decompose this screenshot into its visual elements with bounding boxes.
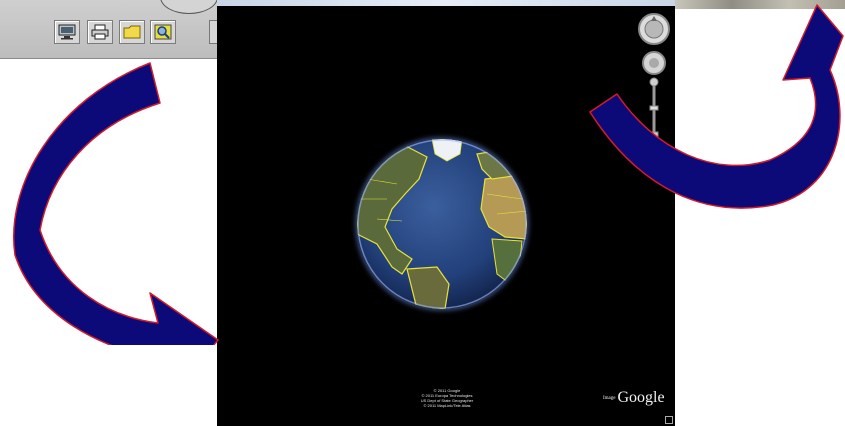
copyright-line: US Dept of State Geographer [420,398,474,403]
google-logo-prefix: Image [603,395,616,401]
copyright-line: © 2011 MapLink/Tele Atlas [423,403,471,408]
zoom-handle [649,105,659,111]
open-folder-button[interactable] [119,20,145,44]
right-curved-arrow [589,4,844,209]
search-button[interactable] [150,20,176,44]
monitor-button[interactable] [54,20,80,44]
resize-corner[interactable] [665,416,673,424]
zoom-ring [160,0,218,14]
north-arrow-icon [651,16,657,21]
move-joystick[interactable] [641,50,667,76]
printer-icon [91,24,109,40]
print-button[interactable] [87,20,113,44]
magnify-icon [154,24,172,40]
earth-globe[interactable] [357,139,527,309]
folder-icon [123,25,141,39]
app-toolbar [0,0,222,59]
google-logo: Image Google [603,389,665,407]
left-curved-arrow [13,62,219,345]
earth-view[interactable]: © 2011 Google © 2011 Europa Technologies… [217,6,675,426]
monitor-icon [58,24,76,40]
copyright-line: © 2011 Europa Technologies [421,393,473,398]
google-logo-text: Google [617,389,665,406]
look-joystick[interactable] [637,12,671,46]
map-copyright: © 2011 Google © 2011 Europa Technologies… [377,388,517,408]
window-edge-strip [675,0,845,9]
copyright-line: © 2011 Google [433,388,461,393]
